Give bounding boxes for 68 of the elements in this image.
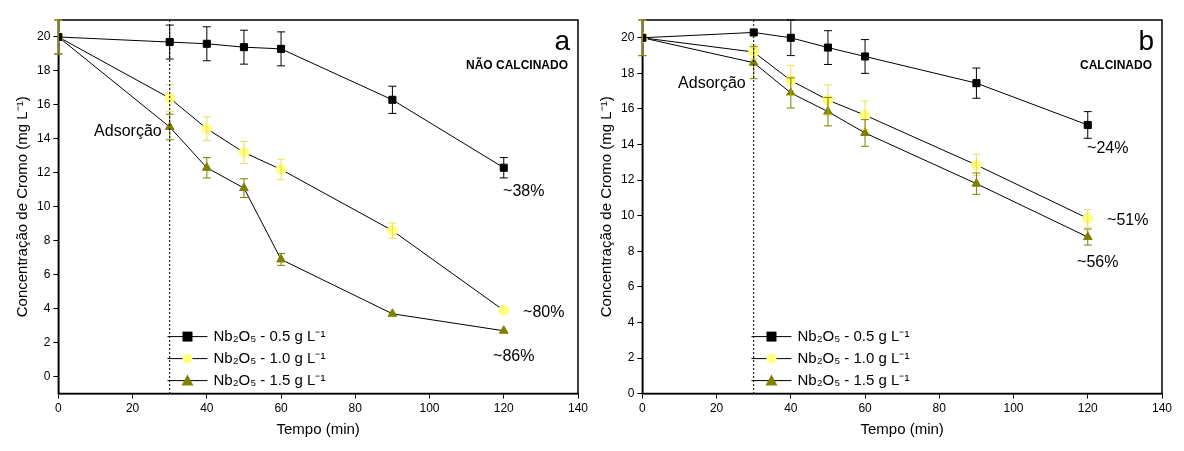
- annotation: ~80%: [523, 302, 565, 320]
- y-tick-label: 2: [43, 334, 51, 349]
- legend-label: Nb₂O₅ - 1.5 g L⁻¹: [213, 370, 326, 388]
- annotation: b: [1138, 24, 1154, 56]
- point: [971, 178, 982, 187]
- x-tick-label: 120: [493, 401, 515, 416]
- x-tick-label: 140: [1151, 401, 1173, 416]
- x-tick-label: 60: [858, 401, 873, 416]
- legend-label: Nb₂O₅ - 0.5 g L⁻¹: [797, 326, 910, 344]
- point: [387, 308, 398, 317]
- legend-label: Nb₂O₅ - 1.0 g L⁻¹: [213, 348, 326, 366]
- y-tick-label: 2: [627, 350, 635, 365]
- annotation: ~51%: [1107, 210, 1149, 228]
- y-axis-title: Concentração de Cromo (mg L⁻¹): [597, 96, 615, 318]
- x-axis-title: Tempo (min): [276, 420, 360, 438]
- y-tick-label: 14: [620, 136, 635, 151]
- x-tick-label: 20: [125, 401, 140, 416]
- y-tick-label: 12: [36, 165, 51, 180]
- y-tick-label: 0: [43, 368, 51, 383]
- x-tick-label: 0: [639, 401, 646, 416]
- x-tick-label: 40: [784, 401, 798, 416]
- point: [498, 304, 510, 316]
- point: [201, 162, 212, 171]
- y-tick-label: 20: [620, 30, 635, 45]
- annotation: CALCINADO: [1080, 58, 1152, 73]
- x-tick-label: 140: [567, 401, 589, 416]
- x-tick-label: 100: [419, 401, 440, 416]
- ref-line-label: Adsorção: [678, 73, 746, 91]
- y-tick-label: 18: [620, 65, 635, 80]
- y-tick-label: 4: [627, 314, 635, 329]
- point: [498, 325, 509, 334]
- y-tick-label: 6: [43, 267, 51, 282]
- x-tick-label: 80: [348, 401, 363, 416]
- annotation: NÃO CALCINADO: [466, 57, 568, 73]
- y-tick-label: 14: [36, 131, 51, 146]
- point: [749, 28, 758, 37]
- y-tick-label: 4: [43, 301, 51, 315]
- y-axis-title: Concentração de Cromo (mg L⁻¹): [13, 96, 31, 318]
- x-tick-label: 100: [1003, 401, 1024, 416]
- ref-line-label: Adsorção: [94, 122, 162, 140]
- annotation: ~38%: [503, 182, 545, 200]
- x-tick-label: 0: [55, 401, 62, 416]
- x-tick-label: 40: [200, 401, 214, 416]
- point: [388, 95, 397, 104]
- y-tick-label: 12: [620, 172, 635, 187]
- y-tick-label: 6: [627, 279, 635, 294]
- y-tick-label: 10: [36, 199, 51, 214]
- legend-label: Nb₂O₅ - 0.5 g L⁻¹: [213, 326, 326, 344]
- y-tick-label: 8: [627, 243, 635, 258]
- y-tick-label: 16: [36, 97, 51, 112]
- y-tick-label: 0: [627, 385, 635, 400]
- y-tick-label: 8: [43, 233, 51, 248]
- x-tick-label: 80: [932, 401, 947, 416]
- y-tick-label: 10: [620, 208, 635, 223]
- annotation: a: [554, 24, 571, 56]
- x-axis-title: Tempo (min): [860, 420, 944, 438]
- annotation: ~56%: [1077, 253, 1119, 271]
- x-tick-label: 120: [1077, 401, 1099, 416]
- y-tick-label: 18: [36, 63, 51, 78]
- x-tick-label: 20: [709, 401, 724, 416]
- x-tick-label: 60: [274, 401, 289, 416]
- point: [972, 79, 981, 88]
- y-tick-label: 20: [36, 29, 51, 44]
- annotation: ~86%: [493, 347, 535, 365]
- annotation: ~24%: [1087, 139, 1129, 157]
- y-tick-label: 16: [620, 101, 635, 116]
- legend-label: Nb₂O₅ - 1.0 g L⁻¹: [797, 348, 910, 366]
- legend-label: Nb₂O₅ - 1.5 g L⁻¹: [797, 370, 910, 388]
